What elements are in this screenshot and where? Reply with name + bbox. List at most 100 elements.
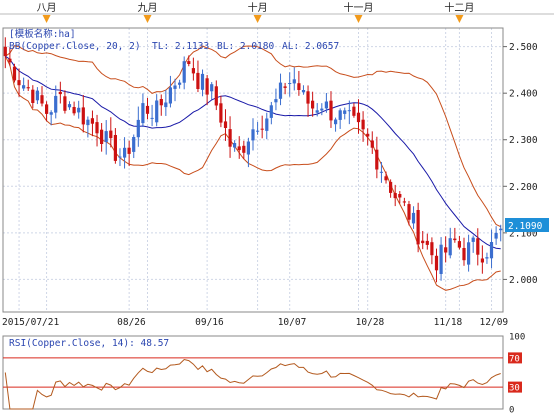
- candle-body: [63, 96, 67, 111]
- candle: [421, 231, 425, 250]
- candle: [81, 95, 85, 133]
- candle-body: [384, 176, 388, 181]
- candle: [489, 229, 494, 269]
- candle: [205, 74, 209, 105]
- candle: [100, 123, 104, 152]
- bollinger-bands: [4, 45, 501, 291]
- candle: [26, 79, 30, 91]
- candle: [292, 67, 296, 91]
- bb-bl-value: BL: 2.0180: [217, 41, 274, 52]
- candle-body: [237, 146, 241, 151]
- candle-body: [35, 90, 39, 101]
- candle: [54, 85, 58, 119]
- rsi-tick-label: 0: [509, 406, 514, 416]
- candle-body: [471, 237, 475, 242]
- candle: [164, 90, 168, 116]
- rsi-level-tag: [508, 352, 522, 364]
- candle: [12, 63, 17, 83]
- x-tick-label: 11/18: [434, 317, 463, 328]
- candle: [141, 93, 145, 127]
- candle-body: [352, 106, 356, 116]
- month-marker-icon: [455, 15, 464, 23]
- candle: [265, 112, 269, 140]
- candle: [320, 103, 324, 116]
- candle-body: [320, 108, 324, 111]
- candle-body: [182, 61, 186, 83]
- candle: [77, 100, 81, 119]
- bb-al-value: AL: 2.0657: [282, 41, 339, 52]
- candle-body: [306, 91, 310, 104]
- candle-body: [407, 204, 411, 220]
- y-tick-label: 2.200: [509, 182, 538, 193]
- candle: [67, 101, 72, 110]
- candle-body: [100, 129, 104, 144]
- candle-body: [233, 143, 237, 148]
- candle: [150, 104, 154, 127]
- candle-body: [127, 147, 131, 154]
- candle: [191, 57, 195, 81]
- candle: [389, 179, 393, 198]
- candle-body: [301, 90, 306, 93]
- candle-body: [467, 242, 471, 265]
- candle-body: [200, 73, 205, 90]
- last-price-label: 2.1090: [508, 221, 543, 232]
- y-tick-label: 2.400: [509, 89, 538, 100]
- candle: [256, 121, 260, 135]
- month-marker-icon: [42, 15, 51, 23]
- month-label: 十二月: [444, 1, 474, 14]
- candle: [95, 114, 99, 147]
- candle-body: [141, 103, 145, 124]
- candle: [228, 116, 232, 158]
- candle-body: [448, 238, 452, 256]
- candle: [361, 111, 365, 142]
- candle-body: [278, 82, 283, 99]
- candle: [251, 118, 255, 151]
- candle-body: [95, 122, 99, 134]
- candle: [104, 120, 108, 155]
- candle-body: [411, 212, 416, 224]
- candle: [260, 115, 264, 139]
- candle-body: [476, 238, 480, 255]
- month-label: 十月: [248, 1, 268, 14]
- candle: [306, 85, 310, 117]
- candle: [210, 82, 214, 100]
- candle-body: [118, 156, 122, 158]
- y-tick-label: 2.300: [509, 135, 538, 146]
- candle: [35, 87, 39, 105]
- candle-body: [489, 242, 494, 259]
- grid: [3, 28, 503, 312]
- month-markers: 八月 九月 十月 十一月 十二月: [37, 1, 474, 23]
- candle-body: [72, 107, 76, 114]
- candle-body: [150, 117, 154, 119]
- candle-body: [178, 82, 182, 85]
- candle: [127, 140, 131, 167]
- y-axis: 2.000 2.100 2.200 2.300 2.400 2.500: [503, 42, 538, 286]
- rsi-panel: 0 30 70 100: [3, 333, 525, 416]
- candle: [136, 106, 140, 147]
- candle-body: [283, 86, 287, 88]
- candle: [402, 197, 406, 207]
- candle-body: [457, 241, 461, 248]
- candle-body: [22, 85, 26, 89]
- rsi-tick-label: 70: [509, 354, 520, 364]
- candle-body: [288, 83, 292, 84]
- candle-body: [311, 100, 315, 109]
- candle: [196, 60, 200, 93]
- candle: [347, 100, 351, 125]
- candle: [109, 117, 113, 148]
- candle-body: [54, 95, 58, 113]
- x-tick-label: 09/16: [195, 317, 224, 328]
- candle-body: [168, 87, 172, 104]
- y-tick-label: 2.100: [509, 228, 538, 239]
- candle: [462, 237, 466, 266]
- month-marker-icon: [253, 15, 262, 23]
- candle-body: [210, 84, 214, 92]
- candle-body: [434, 255, 439, 271]
- candle: [334, 117, 338, 132]
- plot-frame: [0, 13, 554, 410]
- candle-body: [347, 110, 351, 112]
- candle: [407, 200, 411, 226]
- candle: [398, 191, 402, 204]
- x-tick-label: 12/09: [480, 317, 509, 328]
